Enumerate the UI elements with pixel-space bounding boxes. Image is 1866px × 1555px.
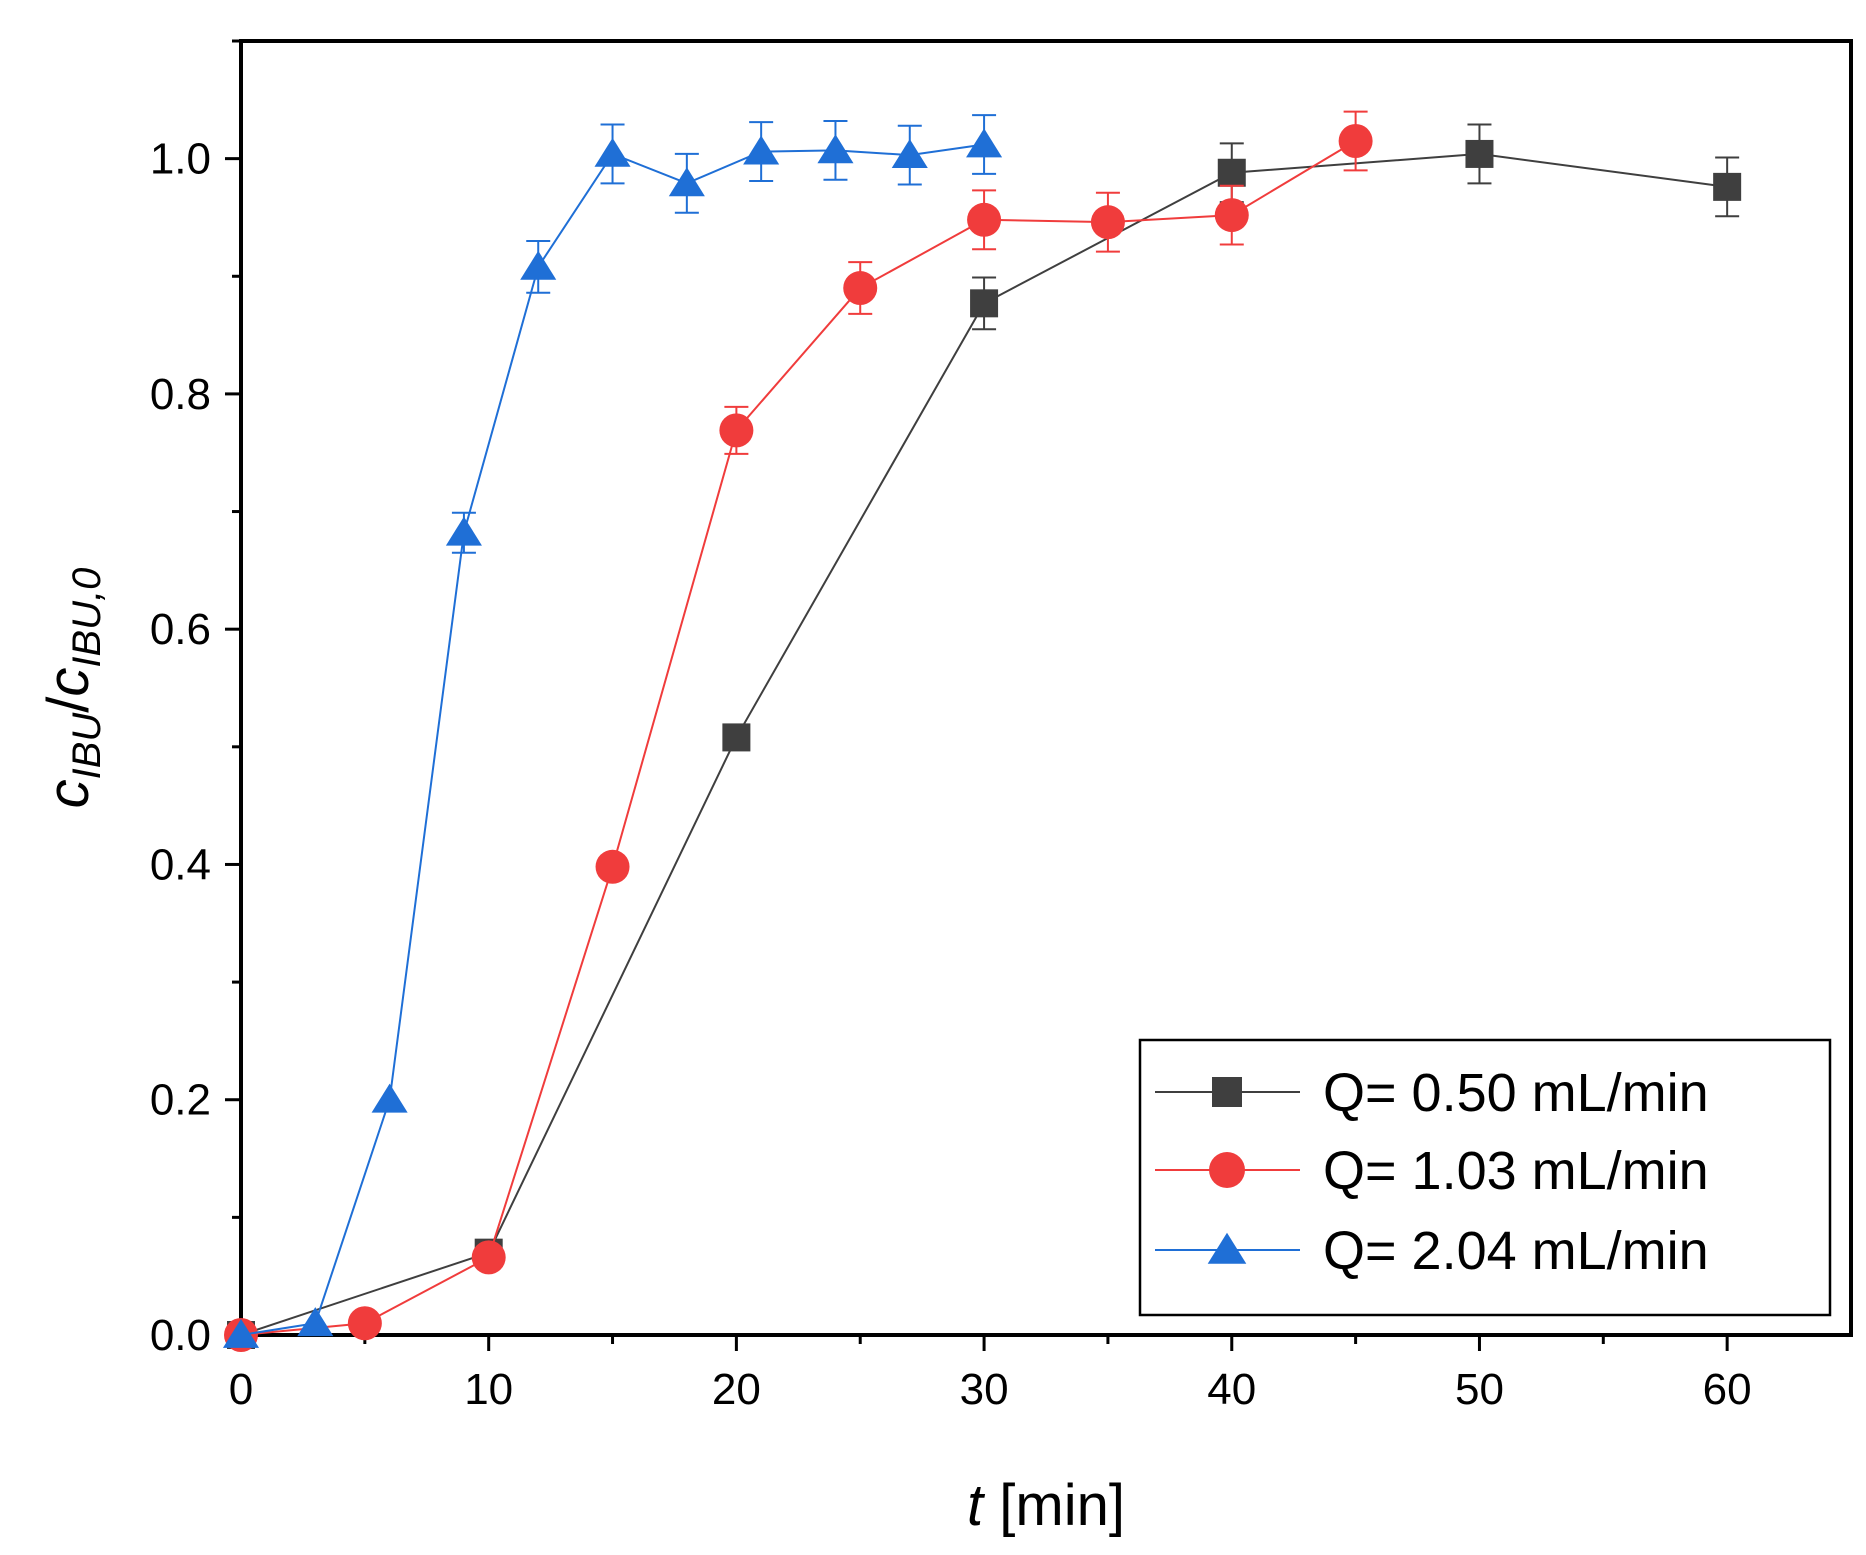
y-axis-label: cIBU/cIBU,0 (36, 568, 109, 809)
legend-box (1138, 1038, 1832, 1317)
series-layer (222, 110, 1742, 1352)
x-tick-label: 50 (1455, 1365, 1504, 1414)
circle-marker (1209, 1152, 1245, 1188)
y-label-sub2: IBU,0 (65, 568, 109, 668)
square-marker (1217, 158, 1246, 187)
triangle-marker (891, 139, 928, 168)
triangle-marker (445, 516, 482, 546)
series-3 (222, 114, 1003, 1348)
triangle-marker (297, 1307, 334, 1337)
triangle-marker (668, 167, 705, 197)
circle-marker (471, 1240, 506, 1275)
x-tick-label: 0 (229, 1365, 253, 1414)
legend-label: Q= 1.03 mL/min (1323, 1141, 1709, 1201)
triangle-marker (222, 1318, 260, 1348)
y-label-slash: / (36, 696, 101, 713)
circle-marker (347, 1306, 382, 1341)
square-marker (1465, 139, 1494, 168)
circle-marker (843, 271, 878, 306)
legend-items: Q= 0.50 mL/min Q= 1.03 mL/min Q= 2.04 mL/m… (1155, 1063, 1709, 1281)
x-tick-label: 60 (1703, 1365, 1752, 1414)
circle-marker (1090, 205, 1125, 240)
legend-label: Q= 2.04 mL/min (1323, 1221, 1709, 1281)
circle-marker (967, 202, 1002, 237)
y-tick-label: 0.4 (150, 840, 211, 889)
y-label-c2: c (36, 668, 101, 697)
x-tick-label: 40 (1207, 1365, 1256, 1414)
circle-marker (1214, 198, 1249, 233)
legend-label: Q= 0.50 mL/min (1323, 1063, 1709, 1123)
triangle-marker (371, 1083, 408, 1113)
circle-marker (1338, 123, 1373, 158)
triangle-marker (520, 250, 557, 280)
legend: Q= 0.50 mL/min Q= 1.03 mL/min Q= 2.04 mL/m… (1138, 1038, 1832, 1317)
legend-item: Q= 2.04 mL/min (1155, 1221, 1709, 1281)
square-marker (722, 723, 751, 752)
y-tick-label: 0.0 (150, 1311, 211, 1360)
x-tick-label: 30 (960, 1365, 1009, 1414)
legend-item: Q= 0.50 mL/min (1155, 1063, 1709, 1123)
series-line (240, 143, 985, 1336)
x-axis-label-italic: t (967, 1473, 986, 1538)
square-marker (970, 289, 999, 318)
triangle-marker (966, 128, 1003, 158)
triangle-marker (594, 137, 631, 167)
triangle-marker (1207, 1232, 1247, 1264)
y-label-sub1: IBU (65, 712, 109, 780)
square-marker (1713, 172, 1742, 201)
x-tick-label: 20 (712, 1365, 761, 1414)
triangle-marker (817, 134, 854, 164)
ticks: 0 10 20 30 40 50 60 0.0 0.2 0.4 0.6 0.8 1.0 (150, 39, 1752, 1414)
square-marker (1212, 1077, 1242, 1107)
legend-item: Q= 1.03 mL/min (1155, 1141, 1709, 1201)
x-axis-label: t [min] (967, 1473, 1125, 1538)
x-tick-label: 10 (464, 1365, 513, 1414)
circle-marker (595, 849, 630, 884)
triangle-marker (743, 135, 780, 165)
y-tick-label: 0.2 (150, 1076, 211, 1125)
y-tick-label: 1.0 (150, 135, 211, 184)
plot-frame (239, 39, 1853, 1337)
y-tick-label: 0.6 (150, 605, 211, 654)
y-tick-label: 0.8 (150, 370, 211, 419)
series-line (240, 140, 1357, 1336)
y-label-c1: c (36, 779, 101, 808)
x-axis-label-rest: [min] (983, 1473, 1125, 1538)
circle-marker (719, 413, 754, 448)
